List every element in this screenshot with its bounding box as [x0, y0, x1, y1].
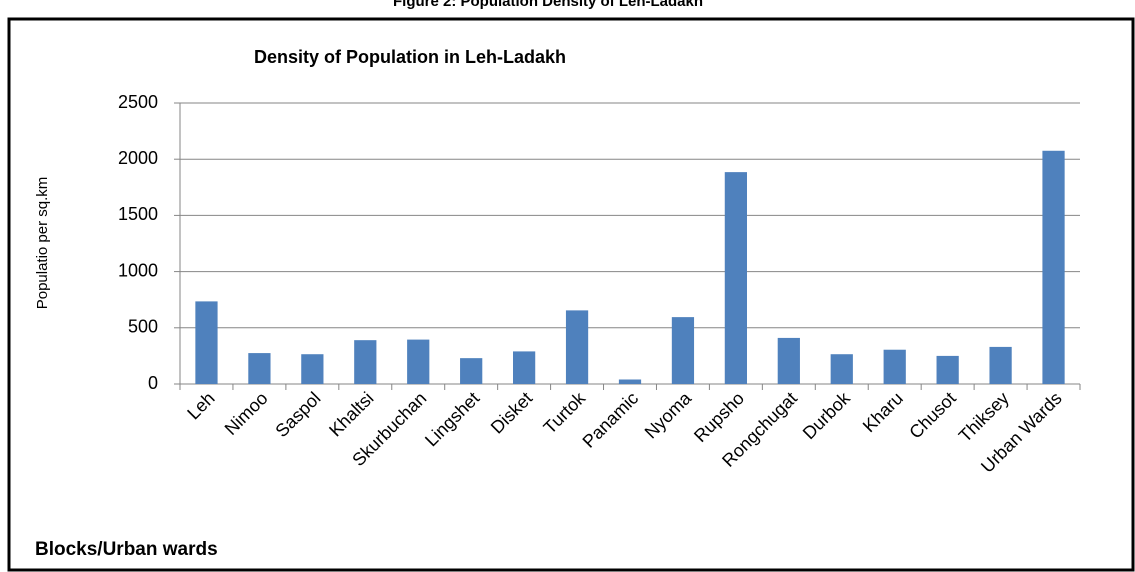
bar — [460, 358, 483, 384]
bar — [936, 355, 959, 384]
x-axis-label: Blocks/Urban wards — [35, 539, 218, 560]
y-axis-label: Populatio per sq.km — [34, 177, 51, 310]
x-tick-label: Kharu — [859, 388, 907, 436]
bar — [989, 346, 1012, 384]
bar — [407, 339, 430, 384]
bar — [301, 354, 324, 384]
x-tick-label: Nyoma — [641, 387, 696, 442]
y-tick-label: 2500 — [118, 92, 158, 112]
bar — [830, 354, 853, 384]
frame — [7, 17, 1135, 572]
x-tick-label: Lingshet — [421, 388, 483, 450]
bar — [777, 337, 800, 384]
x-tick-label: Durbok — [799, 387, 855, 443]
y-tick-label: 1000 — [118, 260, 158, 280]
x-tick-label: Khaltsi — [325, 388, 377, 440]
x-tick-label: Chusot — [905, 388, 959, 442]
bar — [671, 317, 695, 384]
bar — [1042, 150, 1065, 384]
bar — [195, 301, 218, 384]
y-tick-label: 1500 — [118, 204, 158, 224]
y-tick-label: 500 — [128, 317, 158, 337]
chart-title: Density of Population in Leh-Ladakh — [254, 47, 566, 67]
bar — [724, 172, 747, 384]
x-tick-label: Saspol — [271, 388, 324, 441]
x-tick-label: Nimoo — [221, 388, 272, 439]
bar — [618, 379, 642, 384]
figure-caption: Figure 2: Population Density of Leh-Lada… — [393, 0, 703, 10]
x-tick-label: Leh — [183, 388, 218, 423]
bar — [354, 340, 377, 384]
bar — [883, 349, 906, 384]
bar — [513, 351, 536, 384]
y-tick-label: 0 — [148, 373, 158, 393]
bar — [565, 310, 589, 384]
bar — [248, 353, 271, 384]
x-tick-label: Turtok — [540, 387, 590, 437]
x-tick-label: Panamic — [579, 388, 643, 452]
x-tick-label: Disket — [487, 388, 537, 438]
y-tick-label: 2000 — [118, 148, 158, 168]
